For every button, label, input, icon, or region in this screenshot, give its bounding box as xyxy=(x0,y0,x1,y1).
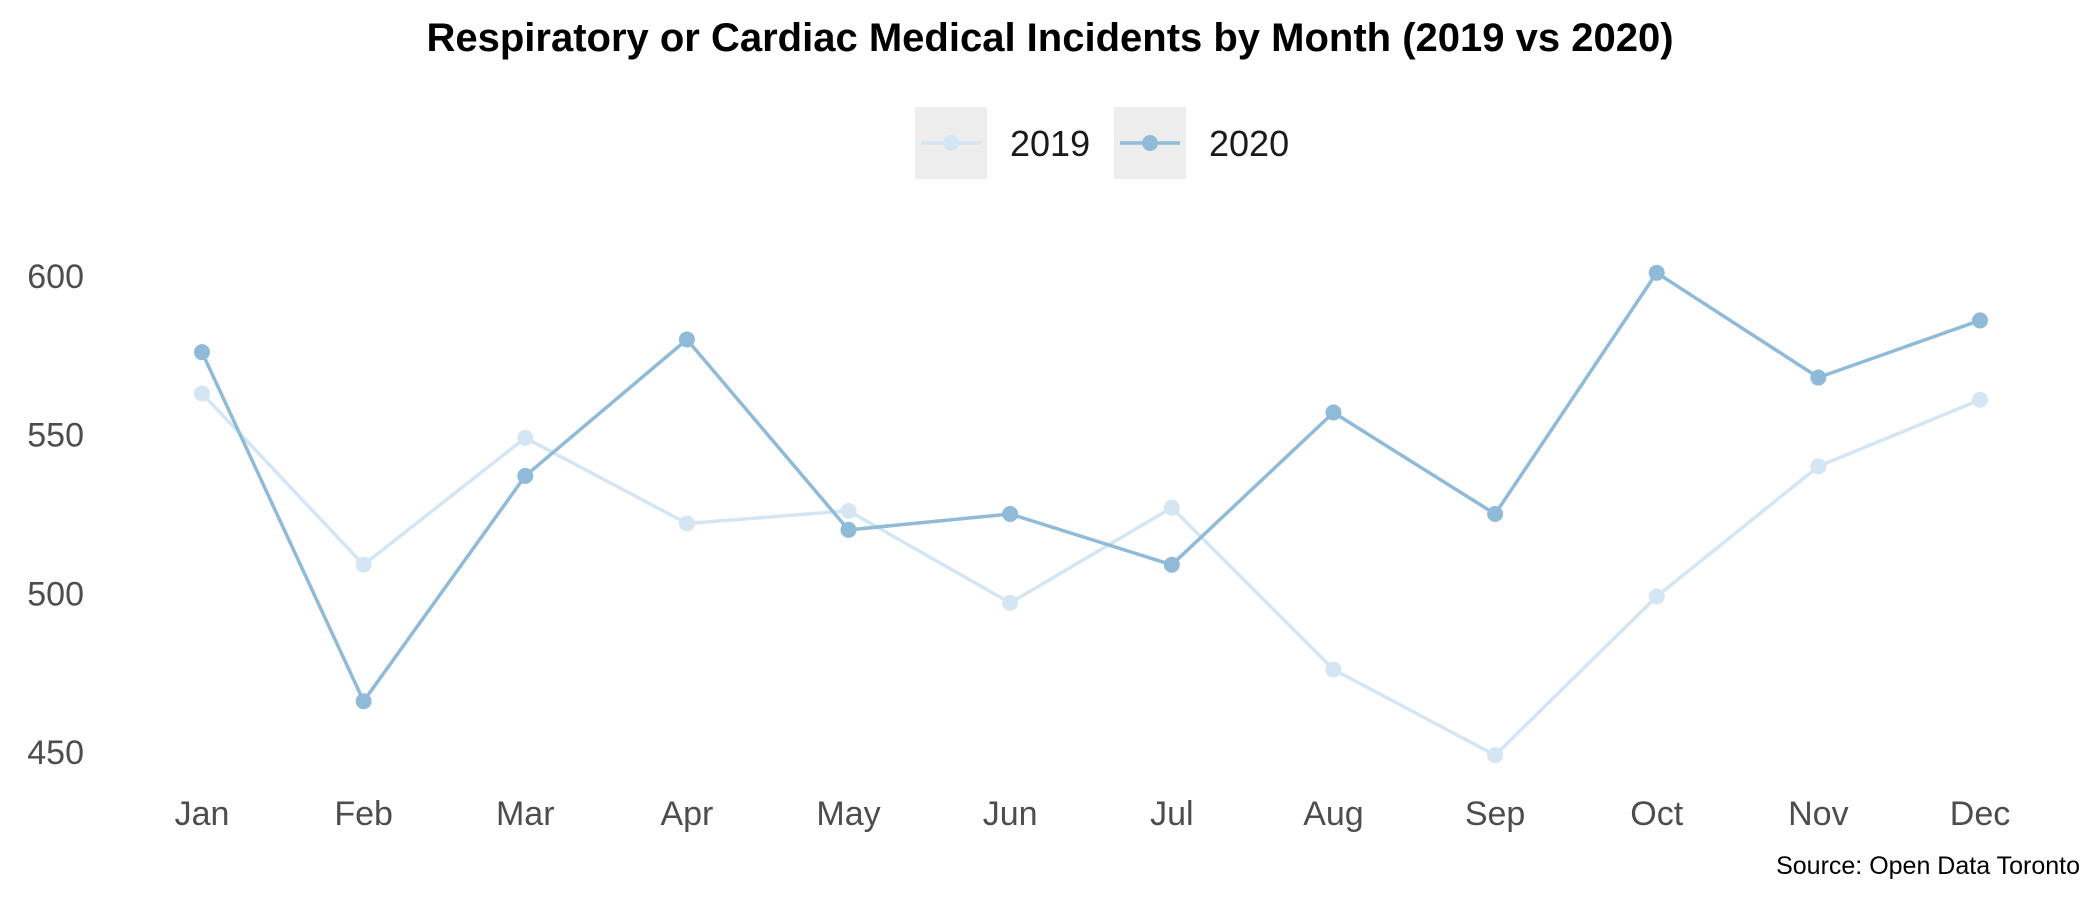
x-tick-label: Aug xyxy=(1303,795,1364,833)
y-tick-label: 500 xyxy=(27,575,84,613)
series-line xyxy=(200,391,1982,757)
x-tick-label: Oct xyxy=(1630,795,1683,833)
x-tick-label: Jan xyxy=(175,795,230,833)
y-tick-label: 550 xyxy=(27,417,84,455)
data-point xyxy=(1972,391,1988,408)
legend-item-2019: 2019 xyxy=(915,107,1090,179)
x-axis: Jan Feb Mar Apr May Jun Jul Aug Sep Oct Nov Dec xyxy=(175,795,2011,833)
data-point xyxy=(840,521,857,538)
x-tick-label: Sep xyxy=(1465,795,1526,833)
data-point xyxy=(1810,369,1827,386)
chart-caption: Source: Open Data Toronto xyxy=(1776,852,2080,880)
data-point xyxy=(678,515,695,532)
data-point xyxy=(840,502,857,519)
data-point xyxy=(194,344,210,361)
data-point xyxy=(517,429,534,446)
data-point xyxy=(1163,556,1180,573)
data-point xyxy=(1325,404,1342,421)
data-point xyxy=(1325,661,1342,678)
x-tick-label: Feb xyxy=(334,795,393,833)
y-tick-label: 450 xyxy=(27,734,84,772)
data-point xyxy=(1002,594,1019,611)
data-point xyxy=(1648,588,1665,605)
legend-label: 2020 xyxy=(1209,123,1289,164)
x-tick-label: Nov xyxy=(1788,795,1848,833)
x-tick-label: Jul xyxy=(1150,795,1193,833)
legend-key-point xyxy=(1142,135,1158,151)
legend: 2019 2020 xyxy=(915,107,1289,179)
data-point xyxy=(1163,499,1180,516)
data-point xyxy=(1810,458,1827,475)
data-point xyxy=(1648,264,1665,281)
data-point xyxy=(1487,747,1504,764)
data-point xyxy=(1487,506,1504,522)
x-tick-label: Apr xyxy=(660,795,713,833)
x-tick-label: Mar xyxy=(496,795,555,833)
data-point xyxy=(1972,312,1988,329)
data-point xyxy=(1002,506,1019,522)
series-2020 xyxy=(194,264,1988,710)
series-layer xyxy=(194,264,1988,764)
legend-item-2020: 2020 xyxy=(1114,107,1289,179)
x-tick-label: May xyxy=(816,795,880,833)
y-tick-label: 600 xyxy=(27,258,84,296)
data-point xyxy=(678,331,695,348)
data-point xyxy=(355,693,372,710)
series-2019 xyxy=(194,385,1988,764)
series-line xyxy=(200,271,1982,703)
data-point xyxy=(194,385,210,402)
x-tick-label: Jun xyxy=(983,795,1038,833)
x-tick-label: Dec xyxy=(1950,795,2010,833)
data-point xyxy=(517,467,534,484)
chart-title: Respiratory or Cardiac Medical Incidents… xyxy=(426,16,1673,60)
y-axis: 450 500 550 600 xyxy=(27,258,84,772)
legend-label: 2019 xyxy=(1010,123,1090,164)
legend-key-point xyxy=(943,135,959,151)
data-point xyxy=(355,556,372,573)
